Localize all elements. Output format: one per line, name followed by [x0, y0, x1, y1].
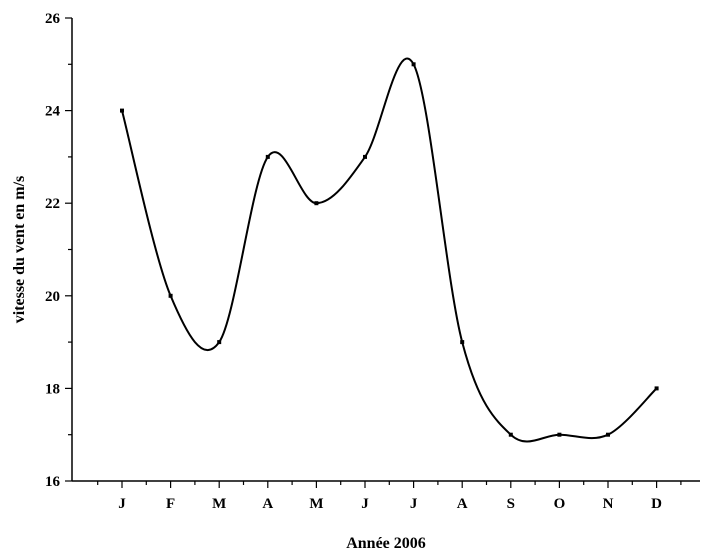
x-tick-label: S	[507, 496, 515, 512]
data-point	[168, 293, 173, 298]
data-point	[411, 62, 416, 67]
x-tick-label: F	[166, 496, 175, 512]
y-tick-label: 16	[45, 474, 61, 490]
y-tick-label: 24	[45, 104, 61, 120]
x-tick-label: J	[118, 496, 126, 512]
x-tick-label: A	[457, 496, 468, 512]
data-point	[265, 154, 270, 159]
x-tick-label: O	[554, 496, 566, 512]
data-point	[217, 340, 222, 345]
x-tick-label: N	[603, 496, 614, 512]
y-ticks: 16 18 20 22 24 26	[45, 11, 72, 490]
y-tick-label: 18	[45, 381, 60, 397]
x-axis-title: Année 2006	[346, 535, 426, 552]
y-tick-label: 20	[45, 289, 60, 305]
series-line	[121, 57, 658, 443]
data-point	[654, 386, 659, 391]
data-point	[363, 154, 367, 159]
data-point	[606, 432, 610, 437]
data-point	[460, 340, 465, 345]
data-point	[120, 108, 124, 113]
x-tick-label: M	[309, 496, 323, 512]
y-tick-label: 22	[45, 196, 60, 212]
data-points	[120, 62, 659, 437]
x-tick-label: J	[410, 496, 418, 512]
y-tick-label: 26	[45, 11, 61, 27]
data-point	[314, 201, 319, 206]
x-tick-label: A	[262, 496, 273, 512]
x-tick-label: J	[361, 496, 369, 512]
data-point	[557, 432, 562, 437]
x-tick-label: M	[212, 496, 226, 512]
x-tick-label: D	[651, 496, 662, 512]
data-point	[508, 432, 513, 437]
y-axis-title: vitesse du vent en m/s	[11, 176, 28, 324]
